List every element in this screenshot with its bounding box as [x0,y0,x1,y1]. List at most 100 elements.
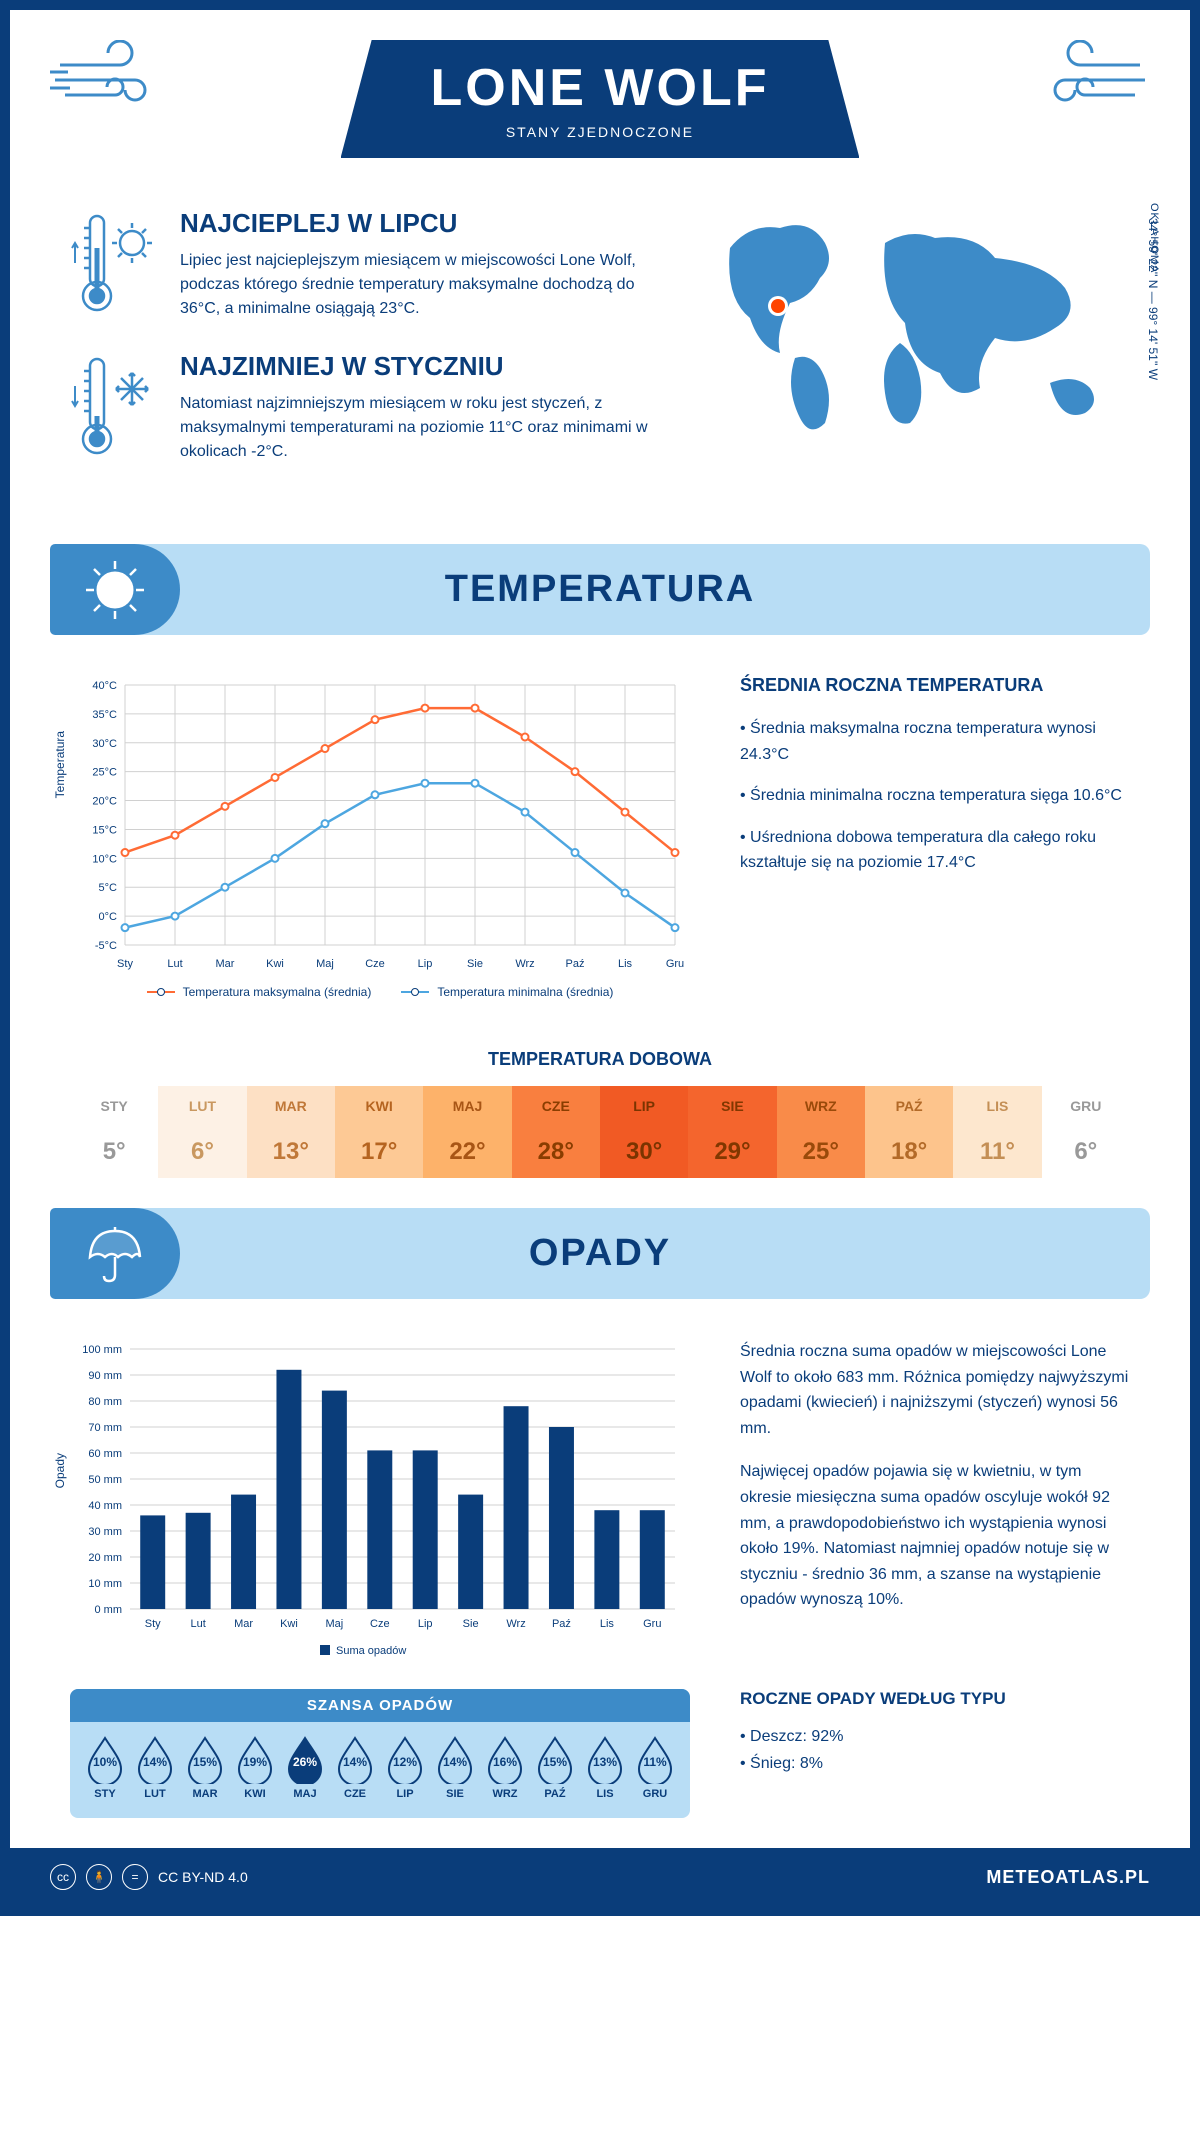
chance-drop: 10% STY [86,1736,124,1800]
svg-text:100 mm: 100 mm [82,1344,122,1356]
chance-drop: 14% CZE [336,1736,374,1800]
chance-month: LUT [136,1788,174,1800]
chance-drop: 15% MAR [186,1736,224,1800]
precip-chart-ylabel: Opady [53,1453,67,1488]
temperature-section-header: TEMPERATURA [50,544,1150,635]
infographic-page: LONE WOLF STANY ZJEDNOCZONE [0,0,1200,1916]
map-column: OKLAHOMA 34° 59' 22'' N — 99° 14' 51'' W [700,208,1130,494]
chance-value: 12% [393,1755,417,1769]
temperature-content: Temperatura -5°C0°C5°C10°C15°C20°C25°C30… [10,655,1190,1019]
svg-text:40 mm: 40 mm [88,1500,122,1512]
by-type-rain: • Deszcz: 92% [740,1723,1130,1750]
sun-section-icon [50,544,180,635]
precipitation-bar-chart: Opady 0 mm10 mm20 mm30 mm40 mm50 mm60 mm… [70,1339,690,1659]
svg-text:Lip: Lip [418,958,433,970]
svg-text:Sie: Sie [467,958,483,970]
svg-text:0 mm: 0 mm [95,1604,123,1616]
legend-max: Temperatura maksymalna (średnia) [183,985,372,999]
svg-text:-5°C: -5°C [95,940,117,952]
chance-month: PAŹ [536,1788,574,1800]
chance-value: 16% [493,1755,517,1769]
precipitation-chance-row: SZANSA OPADÓW 10% STY 14% LUT 15% MAR 19… [70,1689,1130,1818]
svg-text:50 mm: 50 mm [88,1474,122,1486]
chance-month: LIS [586,1788,624,1800]
svg-text:Mar: Mar [234,1618,253,1630]
value-cell: 6° [158,1126,246,1178]
chance-value: 13% [593,1755,617,1769]
precipitation-section-header: OPADY [50,1208,1150,1299]
chance-drop: 12% LIP [386,1736,424,1800]
svg-text:Kwi: Kwi [266,958,284,970]
cc-icon: cc [50,1864,76,1890]
svg-text:Sty: Sty [145,1618,161,1630]
chance-drop: 13% LIS [586,1736,624,1800]
month-cell: WRZ [777,1086,865,1126]
value-cell: 18° [865,1126,953,1178]
svg-text:70 mm: 70 mm [88,1422,122,1434]
precipitation-summary: Średnia roczna suma opadów w miejscowośc… [740,1339,1130,1659]
month-cell: SIE [688,1086,776,1126]
license-text: CC BY-ND 4.0 [158,1869,248,1885]
intro-section: NAJCIEPLEJ W LIPCU Lipiec jest najcieple… [10,178,1190,524]
svg-text:Gru: Gru [643,1618,661,1630]
svg-text:60 mm: 60 mm [88,1448,122,1460]
wind-icon-right [1010,40,1150,120]
svg-text:80 mm: 80 mm [88,1396,122,1408]
table-row: 5°6°13°17°22°28°30°29°25°18°11°6° [70,1126,1130,1178]
svg-text:25°C: 25°C [92,767,117,779]
chance-month: LIP [386,1788,424,1800]
value-cell: 28° [512,1126,600,1178]
svg-text:Kwi: Kwi [280,1618,298,1630]
svg-text:Sty: Sty [117,958,133,970]
chance-month: GRU [636,1788,674,1800]
thermometer-sun-icon [70,208,160,318]
svg-text:40°C: 40°C [92,680,117,692]
svg-text:30°C: 30°C [92,738,117,750]
chance-value: 26% [293,1755,317,1769]
chance-drop: 14% SIE [436,1736,474,1800]
chance-value: 10% [93,1755,117,1769]
daily-temperature-table: TEMPERATURA DOBOWA STYLUTMARKWIMAJCZELIP… [70,1049,1130,1178]
value-cell: 11° [953,1126,1041,1178]
daily-temp-title: TEMPERATURA DOBOWA [70,1049,1130,1070]
chance-drop: 15% PAŹ [536,1736,574,1800]
temp-summary-b2: • Średnia minimalna roczna temperatura s… [740,783,1130,809]
svg-text:Lip: Lip [418,1618,433,1630]
svg-text:10°C: 10°C [92,853,117,865]
svg-text:15°C: 15°C [92,824,117,836]
month-cell: LUT [158,1086,246,1126]
chance-value: 14% [443,1755,467,1769]
svg-text:20 mm: 20 mm [88,1552,122,1564]
chance-drop: 11% GRU [636,1736,674,1800]
value-cell: 30° [600,1126,688,1178]
value-cell: 5° [70,1126,158,1178]
chance-drop: 19% KWI [236,1736,274,1800]
svg-text:Paź: Paź [552,1618,571,1630]
temperature-header-title: TEMPERATURA [90,568,1110,611]
svg-text:Maj: Maj [326,1618,344,1630]
chance-month: CZE [336,1788,374,1800]
world-map-icon [700,208,1130,448]
temperature-summary: ŚREDNIA ROCZNA TEMPERATURA • Średnia mak… [740,675,1130,999]
svg-text:Mar: Mar [216,958,235,970]
svg-text:20°C: 20°C [92,796,117,808]
month-cell: STY [70,1086,158,1126]
svg-text:Wrz: Wrz [515,958,534,970]
by-type-snow: • Śnieg: 8% [740,1750,1130,1777]
page-title: LONE WOLF [431,58,770,118]
svg-text:5°C: 5°C [99,882,118,894]
precip-text-p2: Najwięcej opadów pojawia się w kwietniu,… [740,1459,1130,1613]
svg-text:30 mm: 30 mm [88,1526,122,1538]
temp-summary-b1: • Średnia maksymalna roczna temperatura … [740,716,1130,767]
by-type-title: ROCZNE OPADY WEDŁUG TYPU [740,1689,1130,1709]
svg-text:Suma opadów: Suma opadów [336,1645,406,1657]
month-cell: LIP [600,1086,688,1126]
value-cell: 17° [335,1126,423,1178]
value-cell: 6° [1042,1126,1130,1178]
value-cell: 29° [688,1126,776,1178]
footer: cc 🧍 = CC BY-ND 4.0 METEOATLAS.PL [10,1848,1190,1906]
svg-text:Lut: Lut [167,958,182,970]
svg-text:Gru: Gru [666,958,684,970]
value-cell: 22° [423,1126,511,1178]
svg-text:35°C: 35°C [92,709,117,721]
